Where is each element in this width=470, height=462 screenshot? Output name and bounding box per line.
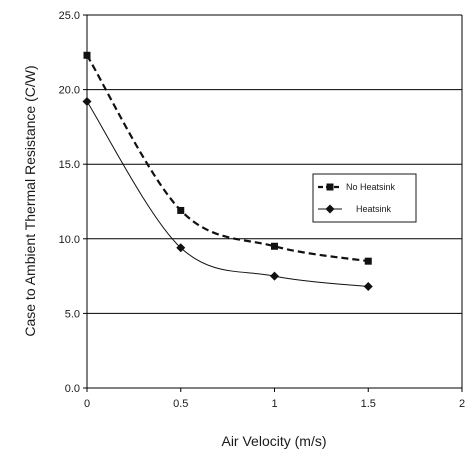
data-point-no-heatsink bbox=[271, 242, 278, 250]
legend-label: No Heatsink bbox=[346, 182, 396, 192]
data-point-heatsink bbox=[176, 243, 186, 253]
series-layer bbox=[82, 51, 373, 292]
series-heatsink bbox=[82, 97, 373, 292]
x-tick-label: 0 bbox=[84, 398, 90, 410]
y-tick-label: 25.0 bbox=[59, 10, 80, 22]
legend-swatch-marker bbox=[326, 183, 334, 191]
legend-item-heatsink: Heatsink bbox=[318, 204, 392, 214]
gridlines bbox=[87, 89, 462, 314]
y-axis-ticks: 0.0 5.0 10.0 15.0 20.0 25.0 bbox=[59, 10, 87, 395]
y-tick-label: 0.0 bbox=[65, 383, 80, 395]
legend-item-no-heatsink: No Heatsink bbox=[318, 182, 396, 192]
y-tick-label: 15.0 bbox=[59, 159, 80, 171]
data-point-no-heatsink bbox=[83, 51, 91, 59]
legend-swatch-marker bbox=[325, 204, 335, 214]
data-point-heatsink bbox=[82, 97, 92, 107]
data-point-no-heatsink bbox=[364, 257, 372, 265]
x-tick-label: 2 bbox=[459, 398, 465, 410]
data-point-heatsink bbox=[270, 271, 279, 281]
y-tick-label: 5.0 bbox=[65, 308, 80, 320]
series-line-heatsink bbox=[86, 101, 369, 288]
legend-label: Heatsink bbox=[356, 204, 392, 214]
plot-frame bbox=[86, 14, 463, 389]
series-no-heatsink bbox=[83, 51, 372, 265]
y-tick-label: 10.0 bbox=[59, 234, 80, 246]
x-axis-ticks: 0 0.5 1 1.5 2 bbox=[84, 388, 465, 410]
x-tick-label: 1.5 bbox=[361, 398, 376, 410]
legend-box bbox=[312, 173, 417, 223]
x-axis-title: Air Velocity (m/s) bbox=[221, 433, 326, 449]
legend: No Heatsink Heatsink bbox=[312, 173, 417, 223]
data-point-heatsink bbox=[363, 282, 373, 292]
y-tick-label: 20.0 bbox=[59, 85, 80, 97]
data-point-no-heatsink bbox=[177, 206, 185, 214]
x-tick-label: 1 bbox=[271, 398, 277, 410]
x-tick-label: 0.5 bbox=[173, 398, 188, 410]
series-line-no-heatsink bbox=[86, 54, 369, 263]
y-axis-title: Case to Ambient Thermal Resistance (C/W) bbox=[22, 65, 38, 336]
